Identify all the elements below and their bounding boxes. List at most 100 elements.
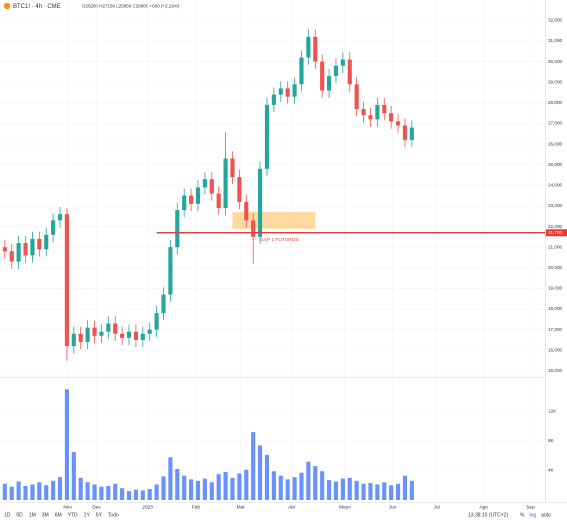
- candle-body: [57, 214, 63, 221]
- range-button[interactable]: 6M: [55, 512, 62, 518]
- candle-body: [30, 238, 35, 256]
- y-tick-label: 15,000: [548, 368, 562, 373]
- volume-bar: [71, 452, 76, 500]
- volume-bar: [78, 477, 83, 500]
- candle-body: [154, 313, 159, 330]
- volume-bar: [223, 471, 228, 500]
- y-tick-label: 24,000: [548, 183, 562, 188]
- range-button[interactable]: Todo: [108, 512, 119, 518]
- candle-body: [347, 59, 352, 85]
- volume-bar: [382, 482, 387, 500]
- volume-bar: [327, 480, 332, 500]
- volume-bar: [230, 477, 235, 500]
- y-tick-label: 23,000: [548, 203, 562, 208]
- volume-bar: [140, 490, 145, 500]
- candle-body: [147, 329, 152, 334]
- candle-body: [23, 243, 28, 256]
- volume-bar: [361, 483, 366, 500]
- volume-bar: [9, 486, 14, 500]
- candle-body: [264, 104, 270, 169]
- candle-body: [133, 331, 138, 340]
- range-button[interactable]: 5D: [16, 512, 23, 518]
- volume-bar: [306, 461, 311, 500]
- candle-body: [395, 121, 401, 126]
- candle-body: [92, 327, 97, 336]
- y-tick-label: 19,000: [548, 286, 562, 291]
- volume-bar: [333, 481, 339, 500]
- candle-body: [271, 94, 276, 105]
- ohlc-legend: O26200 H27150 L25850 C26800 +600 (+2.29%…: [82, 4, 180, 9]
- range-button[interactable]: 5Y: [96, 512, 103, 518]
- volume-bar: [51, 480, 56, 500]
- volume-bar: [195, 480, 201, 500]
- candle-body: [354, 84, 359, 110]
- y-tick-label: 22,000: [548, 224, 562, 229]
- volume-tick-label: 12K: [548, 409, 557, 414]
- volume-bar: [168, 457, 173, 500]
- volume-bar: [320, 471, 325, 500]
- y-tick-label: 16,000: [548, 347, 562, 352]
- volume-bar: [37, 482, 42, 500]
- candle-body: [78, 333, 83, 343]
- candle-body: [161, 294, 166, 314]
- x-tick-label: Feb: [192, 504, 201, 510]
- volume-bar: [285, 479, 290, 500]
- x-tick-label: Mar: [237, 504, 246, 510]
- volume-bar: [313, 466, 318, 500]
- range-button[interactable]: 1M: [29, 512, 36, 518]
- candle-body: [216, 193, 221, 208]
- x-tick-label: Sep: [526, 504, 535, 510]
- candle-body: [85, 327, 90, 343]
- candle-body: [251, 220, 256, 237]
- candle-body: [237, 177, 242, 202]
- range-button[interactable]: 1D: [4, 512, 11, 518]
- scale-option[interactable]: auto: [541, 512, 551, 518]
- x-tick-label: Jul: [434, 504, 440, 510]
- candle-body: [389, 113, 394, 122]
- volume-bar: [30, 484, 35, 500]
- candle-body: [126, 331, 132, 338]
- candle-body: [99, 331, 104, 336]
- volume-bar: [92, 484, 97, 500]
- candle-body: [402, 125, 408, 140]
- candle-body: [182, 195, 187, 211]
- candle-body: [320, 61, 325, 91]
- candle-body: [258, 168, 263, 237]
- volume-bar: [161, 476, 166, 500]
- volume-bar: [368, 483, 373, 500]
- x-tick-label: Abr: [288, 504, 296, 510]
- y-tick-label: 20,000: [548, 265, 562, 270]
- y-tick-label: 25,000: [548, 162, 562, 167]
- candle-body: [230, 158, 235, 178]
- volume-bar: [271, 471, 276, 500]
- volume-bar: [395, 483, 401, 500]
- volume-bar: [106, 485, 111, 500]
- x-tick-label: Ago: [479, 504, 488, 510]
- volume-bar: [16, 481, 21, 500]
- candle-body: [71, 333, 76, 347]
- volume-bar: [189, 479, 194, 500]
- candle-body: [120, 333, 125, 338]
- range-button[interactable]: 3M: [42, 512, 49, 518]
- volume-bar: [209, 482, 214, 500]
- volume-bar: [113, 483, 118, 500]
- range-button[interactable]: YTD: [68, 512, 78, 518]
- volume-bar: [402, 475, 408, 500]
- scale-option[interactable]: log: [529, 512, 536, 518]
- candle-body: [195, 187, 201, 204]
- candle-body: [327, 76, 332, 91]
- gap-label: GAP 1 FUTUROS: [260, 237, 299, 243]
- candle-body: [209, 179, 214, 194]
- scale-option[interactable]: %: [520, 512, 525, 518]
- candle-body: [168, 247, 173, 295]
- range-button[interactable]: 1Y: [84, 512, 91, 518]
- candle-body: [64, 214, 69, 347]
- volume-bar: [340, 478, 345, 500]
- volume-bar: [99, 486, 104, 500]
- volume-bar: [375, 484, 380, 500]
- candle-body: [106, 323, 111, 332]
- symbol-title[interactable]: BTC1! · 4h · CME: [13, 4, 61, 10]
- y-tick-label: 32,000: [548, 18, 562, 23]
